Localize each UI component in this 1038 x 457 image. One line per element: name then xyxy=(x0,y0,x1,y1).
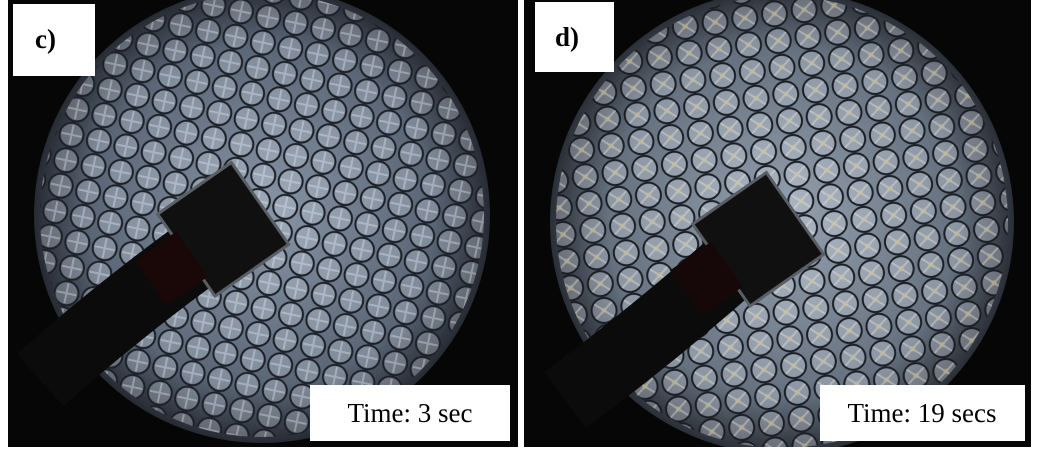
figure: c) d) Time: 3 sec Time: 19 secs xyxy=(0,0,1038,457)
time-caption: Time: 3 sec xyxy=(347,398,472,428)
page: c) d) Time: 3 sec Time: 19 secs (() => {… xyxy=(0,0,1038,457)
time-caption: Time: 19 secs xyxy=(847,398,996,428)
panel-label: d) xyxy=(555,22,579,52)
panel-label: c) xyxy=(35,24,56,54)
